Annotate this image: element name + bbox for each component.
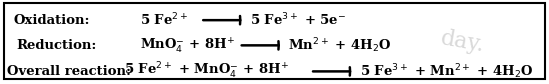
Text: 5 Fe$^{2+}$: 5 Fe$^{2+}$ <box>140 12 188 28</box>
Text: Mn$^{2+}$ + 4H$_2$O: Mn$^{2+}$ + 4H$_2$O <box>288 36 391 55</box>
Text: Reduction:: Reduction: <box>16 39 97 52</box>
Text: 5 Fe$^{2+}$ + MnO$_4^{-}$ + 8H$^{+}$: 5 Fe$^{2+}$ + MnO$_4^{-}$ + 8H$^{+}$ <box>124 61 288 81</box>
Text: 5 Fe$^{3+}$ + 5e$^{-}$: 5 Fe$^{3+}$ + 5e$^{-}$ <box>250 12 346 28</box>
Text: Oxidation:: Oxidation: <box>14 14 90 27</box>
Text: 5 Fe$^{3+}$ + Mn$^{2+}$ + 4H$_2$O: 5 Fe$^{3+}$ + Mn$^{2+}$ + 4H$_2$O <box>360 62 533 81</box>
FancyBboxPatch shape <box>4 3 545 79</box>
Text: Overall reaction:: Overall reaction: <box>7 65 131 78</box>
Text: day.: day. <box>439 27 487 57</box>
Text: MnO$_4^{-}$ + 8H$^{+}$: MnO$_4^{-}$ + 8H$^{+}$ <box>140 36 235 55</box>
